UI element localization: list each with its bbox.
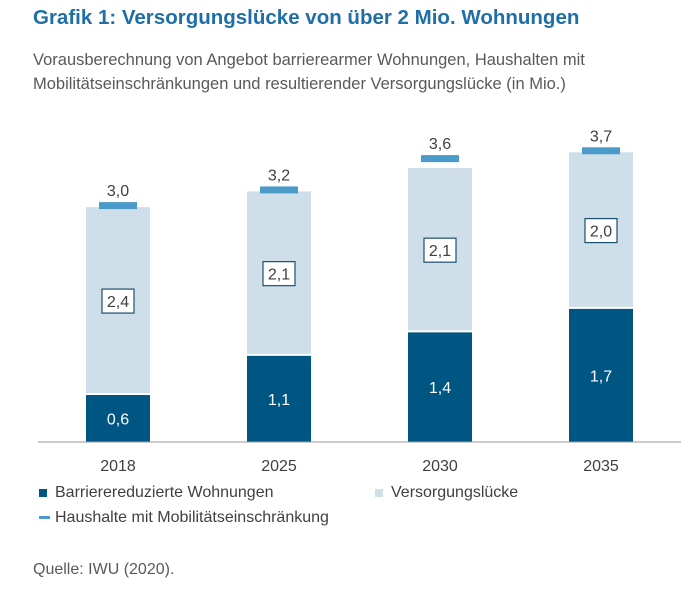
label-barrierereduziert-2030: 1,4 <box>429 380 451 397</box>
source-note: Quelle: IWU (2020). <box>33 561 175 578</box>
x-tick-label-2030: 2030 <box>422 458 458 475</box>
label-haushalte-2035: 3,7 <box>590 128 612 145</box>
x-tick-label-2025: 2025 <box>261 458 297 475</box>
legend-item-barrierereduzierte: Barrierereduzierte Wohnungen <box>39 484 274 502</box>
label-versorgungsluecke-2018: 2,4 <box>107 294 129 311</box>
label-barrierereduziert-2025: 1,1 <box>268 392 290 409</box>
label-box-versorgungsluecke-2030 <box>423 237 457 263</box>
label-versorgungsluecke-2030: 2,1 <box>429 243 451 260</box>
bar-barrierereduziert-2018 <box>86 395 150 442</box>
bar-barrierereduziert-2035 <box>569 308 633 442</box>
marker-haushalte-2025 <box>260 186 298 194</box>
label-haushalte-2030: 3,6 <box>429 136 451 153</box>
x-tick-label-2035: 2035 <box>583 458 619 475</box>
label-box-versorgungsluecke-2035 <box>584 217 618 244</box>
label-versorgungsluecke-2035: 2,0 <box>590 224 612 241</box>
marker-haushalte-2018 <box>99 202 137 210</box>
legend-swatch-marker <box>39 516 50 520</box>
legend-item-haushalte: Haushalte mit Mobilitätseinschränkung <box>39 509 329 527</box>
legend-swatch-dark <box>39 488 47 497</box>
label-barrierereduziert-2018: 0,6 <box>107 412 129 429</box>
chart-subtitle: Vorausberechnung von Angebot barrierearm… <box>33 51 585 93</box>
marker-haushalte-2035 <box>582 147 620 155</box>
legend-swatch-light <box>375 488 383 497</box>
chart-title: Grafik 1: Versorgungslücke von über 2 Mi… <box>33 6 580 29</box>
bar-barrierereduziert-2030 <box>408 332 472 442</box>
label-haushalte-2018: 3,0 <box>107 183 129 200</box>
label-versorgungsluecke-2025: 2,1 <box>268 267 290 284</box>
legend-label-light: Versorgungslücke <box>391 484 519 501</box>
marker-haushalte-2030 <box>421 155 459 163</box>
legend-label-marker: Haushalte mit Mobilitätseinschränkung <box>55 509 329 526</box>
legend-item-versorgungsluecke: Versorgungslücke <box>375 484 518 502</box>
x-tick-label-2018: 2018 <box>100 458 136 475</box>
legend-label-dark: Barrierereduzierte Wohnungen <box>55 484 274 501</box>
label-haushalte-2025: 3,2 <box>268 167 290 184</box>
label-box-versorgungsluecke-2025 <box>262 261 296 287</box>
label-barrierereduziert-2035: 1,7 <box>590 368 612 385</box>
label-box-versorgungsluecke-2018 <box>101 288 135 314</box>
bar-barrierereduziert-2025 <box>247 355 311 442</box>
